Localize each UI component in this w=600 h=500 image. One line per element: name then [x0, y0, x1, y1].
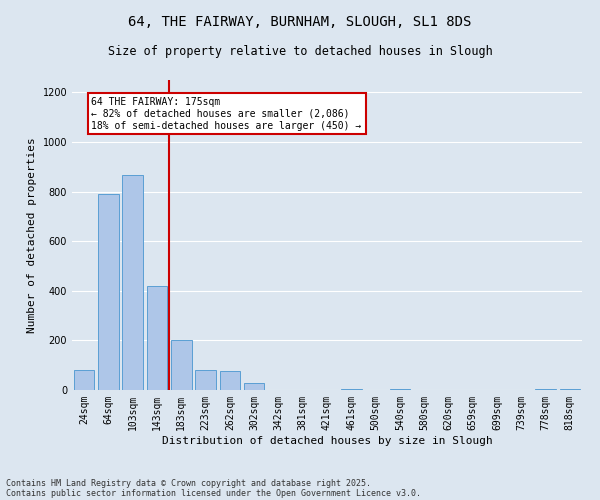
Bar — [146, 286, 167, 390]
Text: Size of property relative to detached houses in Slough: Size of property relative to detached ho… — [107, 45, 493, 58]
Bar — [389, 389, 410, 390]
Bar — [535, 389, 556, 390]
Bar — [74, 370, 94, 390]
Bar — [341, 389, 362, 390]
Bar — [220, 372, 240, 390]
Y-axis label: Number of detached properties: Number of detached properties — [27, 137, 37, 333]
Text: 64, THE FAIRWAY, BURNHAM, SLOUGH, SL1 8DS: 64, THE FAIRWAY, BURNHAM, SLOUGH, SL1 8D… — [128, 15, 472, 29]
Text: Contains HM Land Registry data © Crown copyright and database right 2025.: Contains HM Land Registry data © Crown c… — [6, 478, 371, 488]
Bar — [122, 176, 143, 390]
Text: 64 THE FAIRWAY: 175sqm
← 82% of detached houses are smaller (2,086)
18% of semi-: 64 THE FAIRWAY: 175sqm ← 82% of detached… — [91, 98, 362, 130]
Bar — [171, 340, 191, 390]
Bar — [244, 382, 265, 390]
Bar — [98, 194, 119, 390]
Text: Contains public sector information licensed under the Open Government Licence v3: Contains public sector information licen… — [6, 488, 421, 498]
Bar — [560, 389, 580, 390]
Bar — [195, 370, 216, 390]
X-axis label: Distribution of detached houses by size in Slough: Distribution of detached houses by size … — [161, 436, 493, 446]
